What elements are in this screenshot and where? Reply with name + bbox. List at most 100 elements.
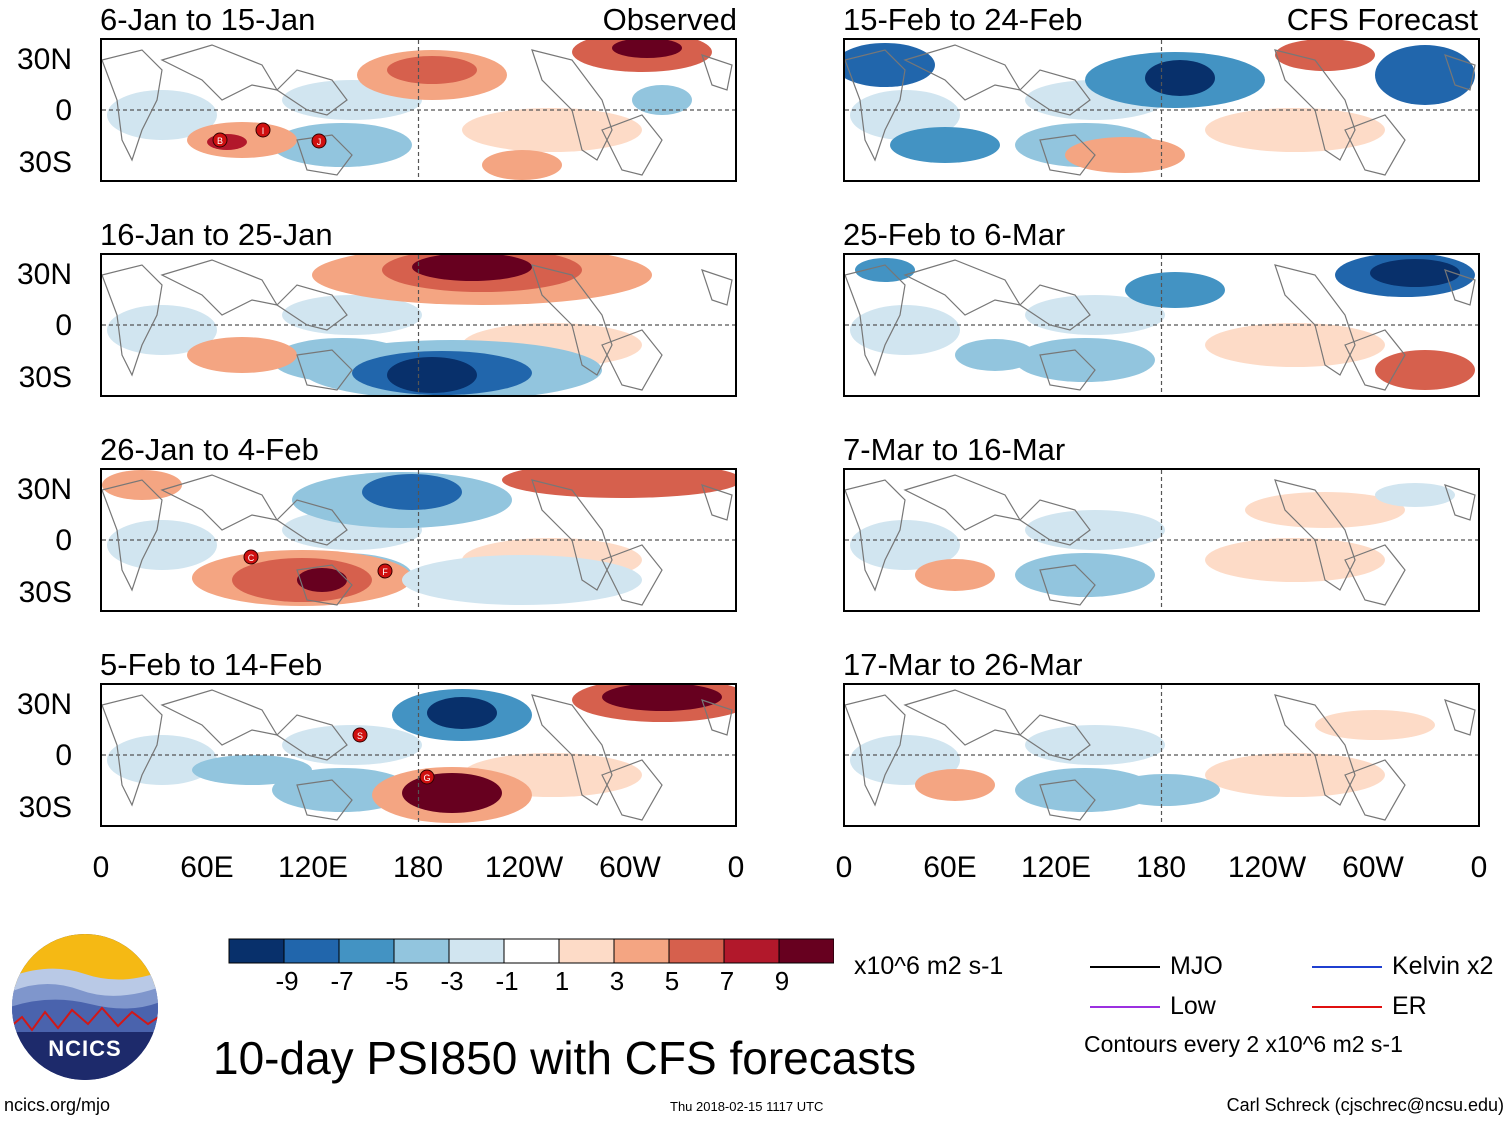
legend-line-mjo bbox=[1090, 966, 1160, 968]
legend-label-low: Low bbox=[1170, 992, 1216, 1020]
panel-title-left-1: 6-Jan to 15-Jan bbox=[100, 2, 316, 37]
observed-label: Observed bbox=[602, 2, 737, 37]
psi-map-graphic bbox=[845, 40, 1478, 180]
map-panel-observed-1 bbox=[100, 38, 737, 182]
storm-icon: B bbox=[212, 132, 228, 148]
panel-title-left-3: 26-Jan to 4-Feb bbox=[100, 432, 319, 467]
map-panel-forecast-4 bbox=[843, 683, 1480, 827]
colorbar-swatch bbox=[338, 938, 395, 964]
colorbar-swatch bbox=[283, 938, 340, 964]
y-label-30n: 30N bbox=[16, 688, 72, 721]
colorbar-label: -3 bbox=[440, 966, 464, 996]
storm-label: G bbox=[423, 773, 430, 783]
legend-label-kelvin: Kelvin x2 bbox=[1392, 952, 1494, 980]
map-panel-forecast-2 bbox=[843, 253, 1480, 397]
storm-label: C bbox=[248, 553, 255, 563]
y-label-30n: 30N bbox=[16, 258, 72, 291]
colorbar-label: -1 bbox=[495, 966, 519, 996]
ncics-logo: NCICS bbox=[10, 932, 160, 1082]
psi-map-graphic bbox=[102, 685, 735, 825]
footer-timestamp: Thu 2018-02-15 1117 UTC bbox=[670, 1099, 824, 1114]
y-label-eq: 0 bbox=[55, 739, 72, 772]
colorbar-label: 1 bbox=[554, 966, 570, 996]
storm-icon: S bbox=[352, 727, 368, 743]
colorbar-label: 9 bbox=[774, 966, 790, 996]
x-label-180: 180 bbox=[1135, 851, 1187, 884]
colorbar-swatch bbox=[558, 938, 615, 964]
panel-title-right-2: 25-Feb to 6-Mar bbox=[843, 217, 1066, 252]
storm-label: S bbox=[357, 731, 363, 741]
svg-text:NCICS: NCICS bbox=[48, 1036, 121, 1061]
y-label-30s: 30S bbox=[18, 576, 72, 609]
legend-line-kelvin bbox=[1312, 966, 1382, 968]
x-label-60w: 60W bbox=[1342, 851, 1404, 884]
colorbar-units: x10^6 m2 s-1 bbox=[854, 952, 1004, 980]
storm-label: F bbox=[382, 567, 388, 577]
colorbar-swatch bbox=[778, 938, 835, 964]
colorbar-swatch bbox=[503, 938, 560, 964]
x-label-0-end: 0 bbox=[727, 851, 745, 884]
figure-title: 10-day PSI850 with CFS forecasts bbox=[213, 1032, 917, 1084]
storm-label: J bbox=[317, 137, 322, 147]
colorbar-swatch bbox=[613, 938, 670, 964]
panel-title-right-4: 17-Mar to 26-Mar bbox=[843, 647, 1083, 682]
x-label-120w: 120W bbox=[1227, 851, 1307, 884]
map-panel-observed-3 bbox=[100, 468, 737, 612]
psi-map-graphic bbox=[102, 255, 735, 395]
x-label-60e: 60E bbox=[180, 851, 234, 884]
cfs-forecast-label: CFS Forecast bbox=[1286, 2, 1478, 37]
psi-map-graphic bbox=[102, 40, 735, 180]
colorbar-graphic bbox=[228, 938, 835, 964]
colorbar bbox=[228, 938, 835, 969]
footer-site: ncics.org/mjo bbox=[4, 1095, 111, 1115]
colorbar-label: -5 bbox=[385, 966, 409, 996]
logo-graphic: NCICS bbox=[12, 934, 158, 1080]
panel-title-right-3: 7-Mar to 16-Mar bbox=[843, 432, 1066, 467]
y-label-30n: 30N bbox=[16, 43, 72, 76]
storm-icon: C bbox=[243, 549, 259, 565]
psi-map-graphic bbox=[845, 685, 1478, 825]
storm-icon: G bbox=[419, 769, 435, 785]
footer-author: Carl Schreck (cjschrec@ncsu.edu) bbox=[1226, 1095, 1504, 1115]
panel-title-left-2: 16-Jan to 25-Jan bbox=[100, 217, 333, 252]
y-label-30s: 30S bbox=[18, 791, 72, 824]
map-panel-observed-2 bbox=[100, 253, 737, 397]
psi-map-graphic bbox=[845, 470, 1478, 610]
y-label-eq: 0 bbox=[55, 94, 72, 127]
colorbar-label: -9 bbox=[275, 966, 299, 996]
storm-icon: F bbox=[377, 563, 393, 579]
psi-map-graphic bbox=[845, 255, 1478, 395]
legend-line-low bbox=[1090, 1006, 1160, 1008]
colorbar-label: 7 bbox=[719, 966, 735, 996]
colorbar-label: 5 bbox=[664, 966, 680, 996]
colorbar-swatch bbox=[723, 938, 780, 964]
y-label-30s: 30S bbox=[18, 146, 72, 179]
map-panel-observed-4 bbox=[100, 683, 737, 827]
x-label-0: 0 bbox=[835, 851, 853, 884]
legend-label-mjo: MJO bbox=[1170, 952, 1223, 980]
contour-note: Contours every 2 x10^6 m2 s-1 bbox=[1084, 1031, 1403, 1057]
legend-line-er bbox=[1312, 1006, 1382, 1008]
x-label-60w: 60W bbox=[599, 851, 661, 884]
y-label-eq: 0 bbox=[55, 309, 72, 342]
colorbar-swatch bbox=[228, 938, 285, 964]
storm-icon: J bbox=[311, 133, 327, 149]
x-label-120e: 120E bbox=[277, 851, 349, 884]
y-label-30s: 30S bbox=[18, 361, 72, 394]
y-label-30n: 30N bbox=[16, 473, 72, 506]
storm-icon: I bbox=[255, 122, 271, 138]
storm-label: B bbox=[217, 136, 223, 146]
map-panel-forecast-3 bbox=[843, 468, 1480, 612]
colorbar-swatch bbox=[448, 938, 505, 964]
storm-label: I bbox=[262, 126, 265, 136]
x-label-60e: 60E bbox=[923, 851, 977, 884]
x-label-120e: 120E bbox=[1020, 851, 1092, 884]
map-panel-forecast-1 bbox=[843, 38, 1480, 182]
x-label-120w: 120W bbox=[484, 851, 564, 884]
colorbar-swatch bbox=[393, 938, 450, 964]
x-label-0: 0 bbox=[92, 851, 110, 884]
legend-label-er: ER bbox=[1392, 992, 1427, 1020]
colorbar-label: 3 bbox=[609, 966, 625, 996]
x-label-180: 180 bbox=[392, 851, 444, 884]
